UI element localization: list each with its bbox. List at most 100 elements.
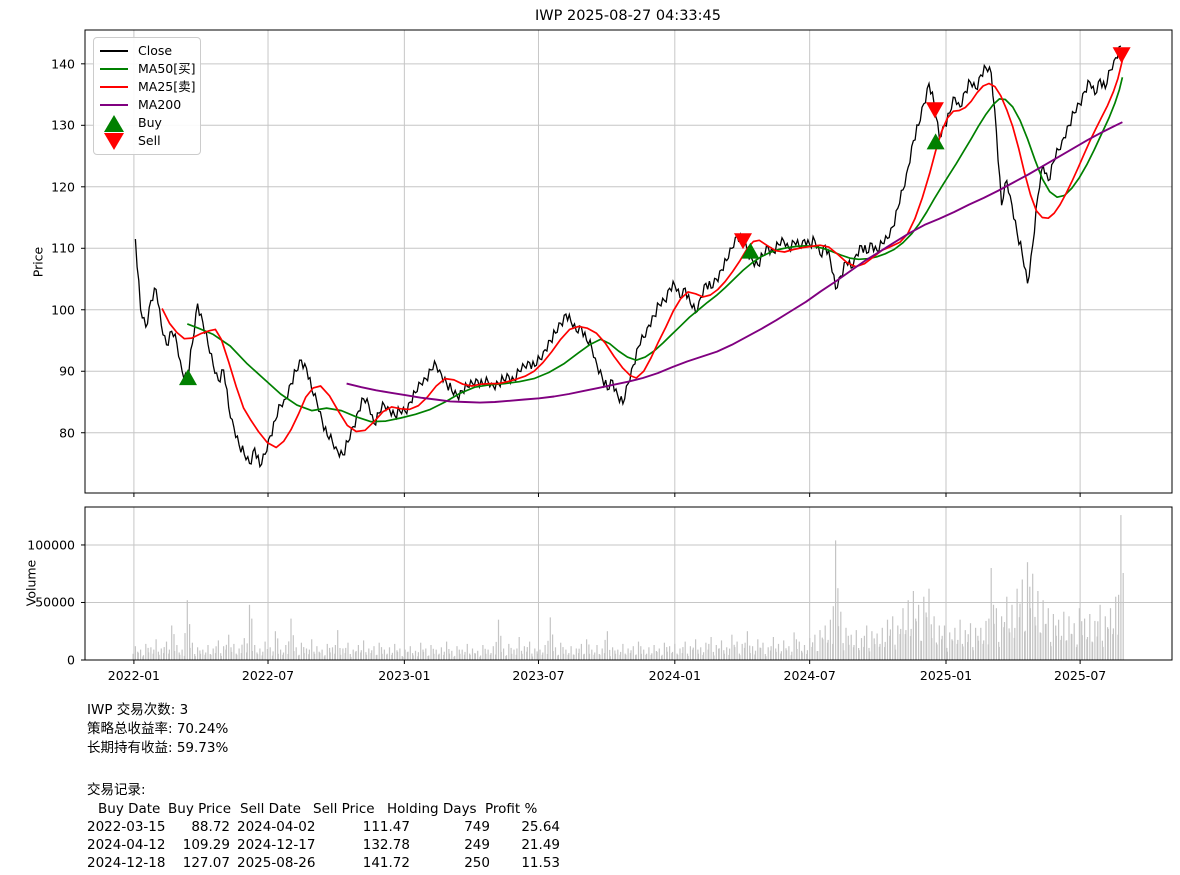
volume-bar [583, 653, 585, 660]
volume-bar [1060, 635, 1063, 660]
volume-bar [902, 608, 904, 660]
volume-bar [140, 649, 142, 660]
volume-bar [1032, 573, 1034, 660]
sell-marker-icon [104, 132, 124, 150]
close-line [134, 45, 1122, 469]
volume-bar [365, 654, 368, 660]
volume-bar [464, 651, 466, 660]
volume-bar [394, 643, 396, 660]
volume-bar [259, 648, 261, 660]
volume-bar [879, 643, 881, 660]
volume-bar [1029, 586, 1031, 660]
volume-bar [505, 655, 508, 660]
trade-cell: 249 [464, 837, 490, 853]
volume-bar [855, 630, 857, 660]
volume-bar [347, 642, 349, 660]
volume-bar [262, 651, 264, 660]
volume-bar [926, 617, 928, 660]
volume-bar [378, 642, 380, 660]
legend-line-swatch [100, 85, 128, 89]
volume-bar [580, 643, 582, 660]
trade-cell: 2024-04-12 [87, 837, 166, 853]
legend-item: Close [100, 42, 200, 60]
volume-bar [176, 645, 178, 660]
volume-bar [920, 641, 923, 660]
volume-bar [843, 650, 845, 660]
volume-bar [627, 648, 629, 660]
volume-bar [399, 648, 401, 660]
price-tick-label: 100 [51, 302, 75, 318]
volume-bar [803, 645, 806, 660]
volume-bar [617, 649, 619, 660]
volume-bar [988, 618, 990, 660]
volume-bar [692, 647, 694, 660]
volume-bar [594, 652, 596, 660]
buy-marker-icon [104, 114, 124, 132]
volume-bar [503, 648, 505, 660]
volume-bar [191, 642, 193, 660]
volume-bar [324, 655, 326, 660]
volume-bar [132, 653, 134, 660]
x-tick-label: 2022-01 [107, 668, 161, 683]
volume-bar [625, 654, 627, 660]
volume-bar [257, 654, 259, 660]
volume-bar [679, 648, 681, 660]
x-tick-label: 2025-07 [1053, 668, 1107, 683]
trade-cell: 749 [464, 819, 490, 835]
volume-bar [371, 650, 373, 660]
volume-bar [601, 648, 603, 660]
volume-bar [624, 653, 626, 660]
legend-item-label: MA50[买] [138, 60, 196, 76]
volume-bar [534, 648, 536, 660]
volume-tick-label: 100000 [27, 537, 75, 553]
summary-buyhold-return: 长期持有收益: 59.73% [87, 740, 229, 756]
volume-bar [656, 651, 658, 660]
volume-bar [549, 617, 551, 660]
volume-bar [900, 628, 902, 660]
volume-bar [269, 647, 271, 660]
volume-bar [749, 653, 751, 660]
volume-bar [938, 625, 940, 660]
volume-bar [459, 653, 461, 660]
trade-cell: 250 [464, 855, 490, 871]
volume-bar [915, 621, 917, 660]
volume-bar [956, 643, 958, 660]
volume-bar [892, 616, 894, 660]
volume-bar [516, 648, 518, 660]
volume-bar [565, 649, 567, 660]
trade-row: 2024-04-12 109.29 2024-12-17 132.78 249 21.49 [87, 837, 567, 853]
volume-bar [575, 648, 577, 660]
volume-bar [547, 640, 549, 660]
volume-bar [228, 634, 230, 660]
volume-bar [708, 643, 710, 660]
volume-bar [145, 643, 147, 660]
volume-bar [684, 641, 686, 660]
volume-bar [292, 635, 294, 660]
volume-bar [430, 645, 432, 660]
volume-bar [697, 653, 699, 660]
volume-bar [1011, 604, 1013, 660]
volume-bar [282, 652, 285, 660]
volume-bar [168, 653, 170, 660]
volume-bar [511, 653, 513, 660]
price-tick-label: 140 [51, 56, 75, 72]
legend-item: Buy [100, 114, 200, 132]
volume-bar [422, 651, 425, 660]
ma200-line [346, 121, 1123, 404]
volume-bar [915, 618, 917, 660]
volume-bar [812, 642, 814, 660]
volume-bar [604, 639, 606, 660]
volume-bar [757, 639, 759, 660]
volume-bar [210, 654, 212, 660]
volume-bar [1092, 642, 1094, 660]
volume-bar [1063, 611, 1065, 660]
volume-bar [448, 653, 451, 660]
volume-bar [910, 628, 912, 660]
volume-bar [671, 651, 674, 660]
volume-bar [905, 630, 907, 660]
volume-bar [788, 646, 790, 660]
volume-bar [153, 649, 155, 660]
volume-bar [586, 639, 588, 660]
